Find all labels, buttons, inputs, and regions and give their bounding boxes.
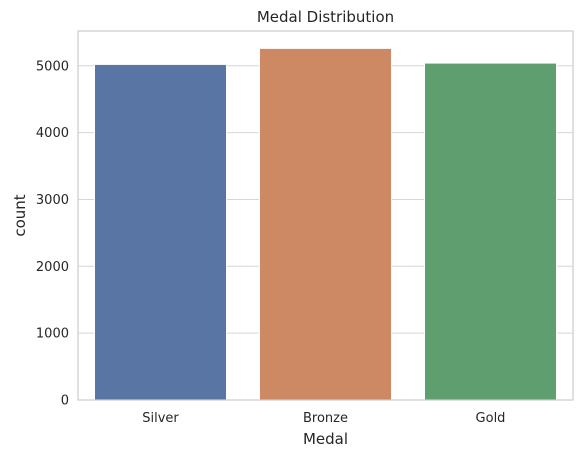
bar-silver <box>94 63 227 401</box>
x-tick-label-bronze: Bronze <box>303 411 348 426</box>
bar-gold <box>424 62 557 401</box>
x-tick-label-gold: Gold <box>476 411 506 426</box>
bar-bronze <box>259 47 392 401</box>
chart-title: Medal Distribution <box>257 8 394 26</box>
x-axis-label: Medal <box>303 430 348 448</box>
y-tick-label: 4000 <box>36 126 69 141</box>
y-tick-labels: 0 1000 2000 3000 4000 5000 <box>36 59 69 408</box>
plot-frame <box>77 30 574 401</box>
y-tick-label: 2000 <box>36 260 69 275</box>
x-tick-labels: Silver Bronze Gold <box>142 411 505 426</box>
x-tick-label-silver: Silver <box>142 411 179 426</box>
y-tick-label: 1000 <box>36 327 69 342</box>
y-tick-label: 3000 <box>36 193 69 208</box>
y-tick-label: 0 <box>61 394 69 409</box>
y-axis-label: count <box>11 194 29 236</box>
bar-layer <box>94 47 557 401</box>
y-tick-label: 5000 <box>36 59 69 74</box>
